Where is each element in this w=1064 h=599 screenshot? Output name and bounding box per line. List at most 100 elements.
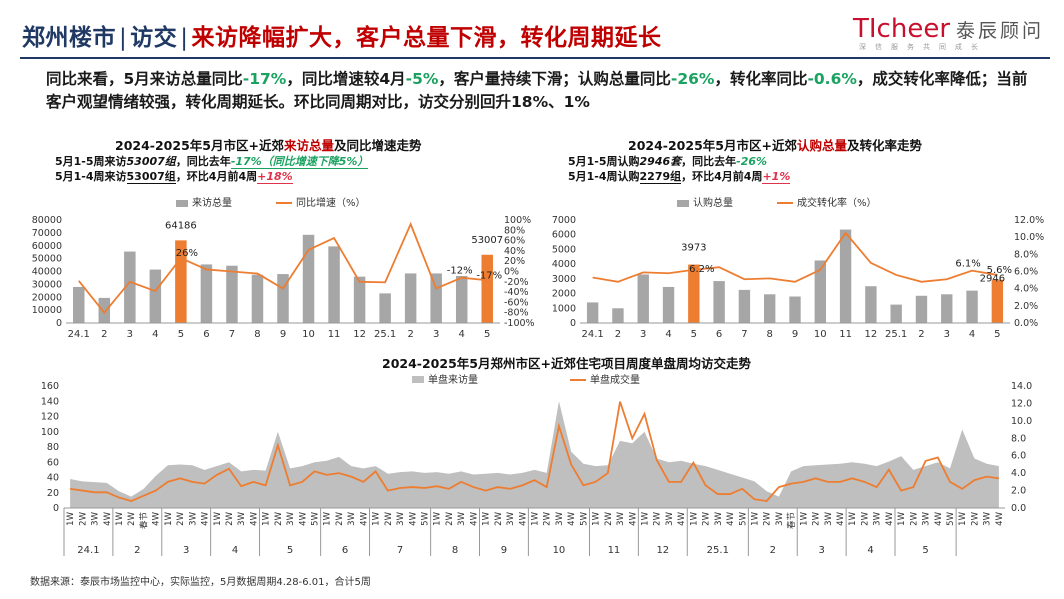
week-label: 4W	[408, 511, 418, 525]
title-seg: 及转化率走势	[846, 138, 922, 153]
series-line	[78, 221, 488, 315]
x-tick-label: 5	[484, 329, 490, 340]
x-tick-label: 2	[407, 329, 413, 340]
week-label: 2W	[335, 511, 345, 525]
week-label: 3W	[824, 511, 834, 525]
left-chart-title: 2024-2025年5月市区+近郊来访总量及同比增速走势	[115, 135, 421, 154]
x-tick-label: 5	[178, 329, 184, 340]
week-label: 2W	[909, 511, 919, 525]
week-label: 1W	[262, 511, 272, 525]
x-tick-label: 5	[994, 329, 1000, 340]
y-tick-right: -20%	[504, 277, 529, 288]
week-label: 4W	[518, 511, 528, 525]
week-label: 4W	[885, 511, 895, 525]
week-label: 4W	[249, 511, 259, 525]
bar	[637, 274, 649, 323]
week-label: 2W	[445, 511, 455, 525]
logo-latin: TIcheer	[853, 14, 951, 44]
y-tick-left: 6000	[552, 230, 576, 241]
y-tick-left: 100	[41, 427, 59, 438]
note-seg: 5月1-4周认购	[568, 170, 640, 183]
week-label: 2W	[274, 511, 284, 525]
bar	[226, 265, 238, 323]
legend-label: 成交转化率（%）	[797, 196, 877, 209]
y-tick-left: 3000	[552, 274, 576, 285]
summary-seg: ，客户量持续下滑；认购总量同比	[438, 70, 671, 88]
y-tick-right: 8.0	[1011, 433, 1026, 444]
month-label: 25.1	[707, 545, 729, 556]
data-label: 64186	[165, 220, 197, 231]
bar	[789, 296, 801, 323]
week-label: 2W	[702, 511, 712, 525]
x-tick-label: 7	[229, 329, 235, 340]
week-label: 春节	[138, 512, 149, 530]
data-label: 6.1%	[955, 259, 980, 270]
summary-value: -17%	[242, 70, 287, 88]
bar	[200, 264, 213, 323]
title-city: 郑州楼市	[22, 25, 116, 51]
week-label: 3W	[347, 511, 357, 525]
bar	[991, 279, 1004, 323]
week-label: 5W	[946, 511, 956, 525]
data-source-note: 数据来源：泰辰市场监控中心，实际监控，5月数据周期4.28-6.01，合计5周	[30, 577, 371, 588]
month-label: 5	[287, 545, 293, 556]
week-label: 2W	[970, 511, 980, 525]
week-label: 2W	[225, 511, 235, 525]
y-tick-right: 6.0%	[1014, 267, 1038, 278]
week-label: 1W	[750, 511, 760, 525]
y-tick-right: 12.0	[1011, 398, 1032, 409]
y-tick-right: 80%	[504, 225, 525, 236]
legend-swatch-area	[412, 376, 424, 383]
week-label: 1W	[213, 511, 223, 525]
bar	[586, 302, 599, 323]
y-tick-right: 2.0	[1011, 486, 1026, 497]
month-label: 2	[134, 545, 140, 556]
y-tick-left: 20	[47, 488, 59, 499]
month-label: 9	[501, 545, 507, 556]
month-label: 2	[770, 545, 776, 556]
y-tick-left: 80	[47, 442, 59, 453]
title-seg-red: 来访总量	[283, 138, 334, 153]
header: 郑州楼市 | 访交 | 来访降幅扩大，客户总量下滑，转化周期延长 TIcheer 泰辰顾问…	[0, 0, 1064, 59]
note-seg: ，环比4月前4周	[681, 170, 763, 183]
bar	[149, 269, 162, 323]
title-separator: |	[119, 25, 128, 51]
week-label: 1W	[531, 511, 541, 525]
week-label: 春节	[786, 512, 797, 530]
note-seg: +18%	[257, 170, 293, 184]
week-label: 5W	[421, 511, 431, 525]
x-tick-label: 2	[918, 329, 924, 340]
x-tick-label: 4	[665, 329, 671, 340]
left-note: 5月1-5周来访53007组，同比去年-17%（同比增速下降5%） 5月1-4周…	[55, 154, 369, 184]
bar	[481, 254, 493, 323]
legend-label: 认购总量	[693, 196, 733, 209]
week-label: 3W	[555, 511, 565, 525]
y-tick-right: 2.0%	[1014, 301, 1038, 312]
right-note-line2: 5月1-4周认购2279组，环比4月前4周+1%	[568, 169, 791, 184]
x-tick-label: 8	[254, 329, 260, 340]
note-seg: 53007组	[126, 170, 176, 184]
week-label: 5W	[738, 511, 748, 525]
week-label: 3W	[775, 511, 785, 525]
note-seg: ，环比4月前4周	[175, 170, 258, 183]
y-tick-left: 0	[53, 503, 59, 514]
x-tick-label: 12	[353, 329, 366, 340]
month-label: 11	[608, 545, 621, 556]
note-seg: 5月1-5周认购	[568, 155, 640, 168]
data-label: -17%	[476, 270, 502, 281]
logo-cn: 泰辰顾问	[956, 20, 1045, 42]
x-tick-label: 10	[302, 329, 315, 340]
week-label: 5W	[579, 511, 589, 525]
bar	[124, 251, 136, 323]
week-label: 3W	[873, 511, 883, 525]
data-label: 3973	[681, 243, 706, 254]
title-headline: 来访降幅扩大，客户总量下滑，转化周期延长	[191, 25, 662, 51]
x-tick-label: 24.1	[582, 329, 604, 340]
note-seg: -26%	[736, 155, 768, 168]
week-label: 3W	[188, 511, 198, 525]
legend-swatch-bar	[677, 200, 689, 207]
x-tick-label: 6	[716, 329, 722, 340]
bar	[328, 246, 340, 323]
week-label: 2W	[860, 511, 870, 525]
week-label: 1W	[592, 511, 602, 525]
